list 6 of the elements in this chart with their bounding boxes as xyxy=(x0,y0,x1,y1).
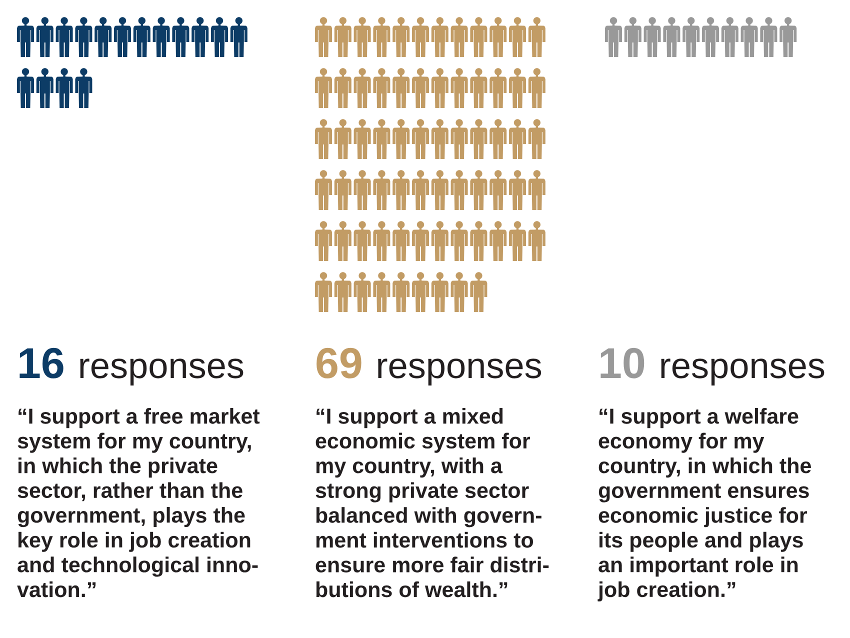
data-label: 16 responses xyxy=(20,348,244,386)
category-label: “I support a welfare economy for my country, in which the government ensures economic justice for its people and plays an important role in job creation.” xyxy=(598,408,811,602)
data-label: 69 responses xyxy=(316,348,542,386)
data-label: 10 responses xyxy=(600,348,824,386)
category-label: “I support a mixed economic system for my country, with a strong private sector balanced with govern- ment interventions to ensure more fair distri- butions of wealth.” xyxy=(316,408,549,598)
category-label: “I support a free market system for my country, in which the private sector, rather than the government, plays the key role in job creation and technological inno- vation.” xyxy=(17,408,260,598)
